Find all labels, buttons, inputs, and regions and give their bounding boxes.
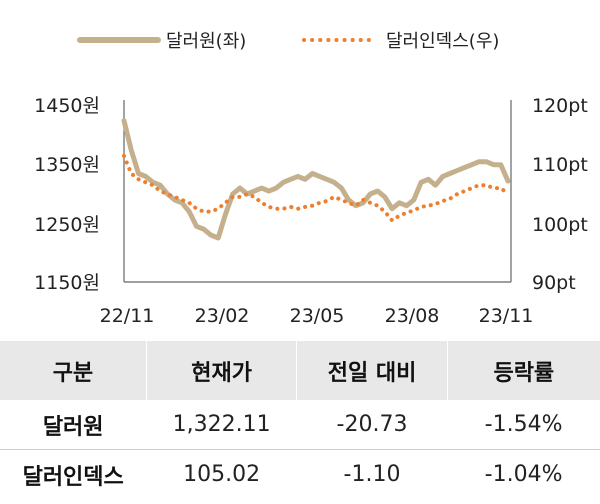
x-tick: 23/05: [290, 305, 345, 327]
row-rate: -1.04%: [484, 462, 563, 487]
fx-chart: 달러원(좌) 달러인덱스(우) 1450원 1350원 1250원 1150원 …: [34, 31, 588, 327]
legend-label-usdkrw: 달러원(좌): [166, 31, 246, 52]
table-header-row: 구분 현재가 전일 대비 등락률: [0, 341, 600, 400]
legend-label-dxy: 달러인덱스(우): [386, 31, 499, 52]
fx-table: 구분 현재가 전일 대비 등락률 달러원 1,322.11 -20.73 -1.…: [0, 341, 600, 499]
series-line-dxy: [122, 153, 510, 223]
y-left-ticks: 1450원 1350원 1250원 1150원: [34, 95, 100, 294]
y-left-tick: 1450원: [34, 95, 100, 117]
row-name: 달러원: [0, 400, 147, 450]
series-line-usdkrw: [121, 118, 511, 241]
y-left-tick: 1250원: [34, 214, 100, 236]
row-price: 105.02: [183, 462, 261, 487]
x-tick: 23/11: [479, 305, 534, 327]
header-category: 구분: [0, 341, 147, 400]
x-tick: 23/08: [385, 305, 440, 327]
x-tick: 22/11: [100, 305, 155, 327]
y-right-tick: 100pt: [532, 214, 588, 236]
legend: 달러원(좌) 달러인덱스(우): [77, 31, 499, 52]
table-row: 달러원 1,322.11 -20.73 -1.54%: [0, 400, 600, 450]
y-right-ticks: 120pt 110pt 100pt 90pt: [532, 95, 588, 294]
row-rate: -1.54%: [447, 400, 600, 450]
row-change: -20.73: [296, 400, 448, 450]
x-tick: 23/02: [195, 305, 250, 327]
y-left-tick: 1150원: [34, 272, 100, 294]
row-price: 1,322.11: [146, 400, 297, 450]
y-right-tick: 90pt: [532, 272, 576, 294]
header-rate: 등락률: [447, 341, 600, 400]
y-right-tick: 110pt: [532, 154, 588, 176]
y-right-tick: 120pt: [532, 95, 588, 117]
x-ticks: 22/11 23/02 23/05 23/08 23/11: [100, 305, 534, 327]
y-left-tick: 1350원: [34, 154, 100, 176]
row-name: 달러인덱스: [22, 464, 124, 490]
header-change: 전일 대비: [296, 341, 448, 400]
table-row: 달러인덱스 105.02 -1.10 -1.04%: [0, 450, 600, 500]
series-layer: [121, 118, 511, 241]
row-change: -1.10: [343, 462, 401, 487]
header-price: 현재가: [146, 341, 298, 400]
